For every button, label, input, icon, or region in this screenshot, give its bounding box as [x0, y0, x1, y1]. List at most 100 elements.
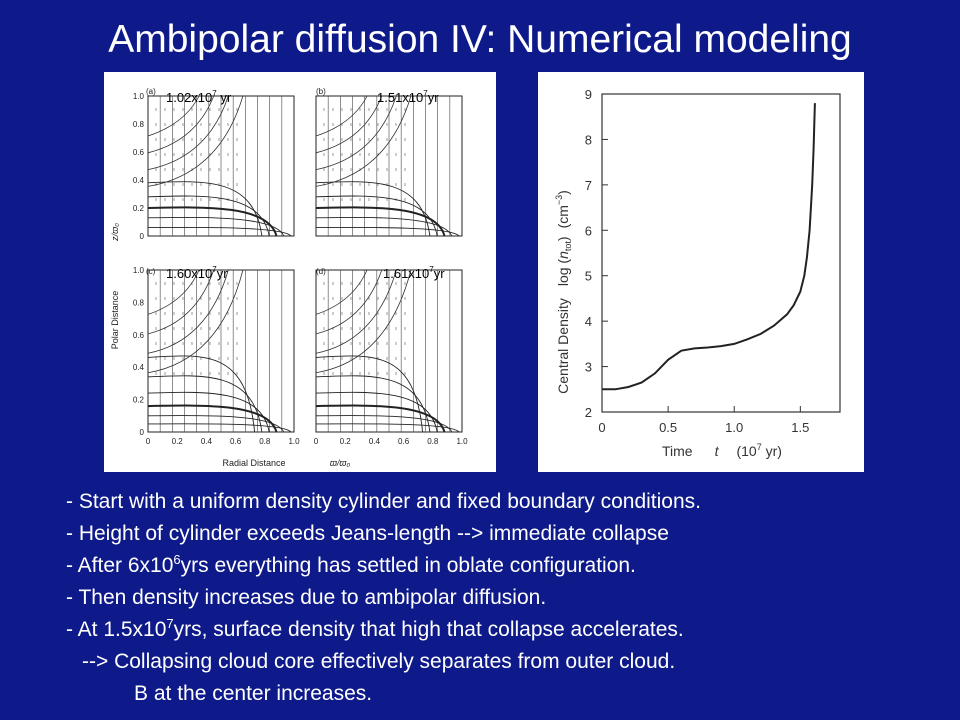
- upper-contour: [315, 269, 412, 374]
- y-tick-label: 0.4: [133, 176, 145, 185]
- density-contour: [147, 415, 285, 433]
- panel-c-plot: 0 0.2 0.4 0.6 0.8 1.0 0 0.2 0.4 0.6 0.8 1.0: [133, 266, 300, 446]
- x-tick-label: 1.0: [456, 437, 468, 446]
- y-tick-label: 1.0: [133, 266, 145, 275]
- upper-contour: [147, 95, 200, 137]
- central-density-chart: 0 0.5 1.0 1.5 2 3 4 5 6 7 8 9 Time t (107 yr) Central…: [538, 72, 864, 472]
- upper-contour: [147, 269, 200, 315]
- central-density-svg: 0 0.5 1.0 1.5 2 3 4 5 6 7 8 9 Time t (107 yr) Central…: [554, 87, 841, 459]
- x-tick-label: 0.6: [398, 437, 410, 446]
- panel-a-letter: (a): [146, 87, 156, 96]
- upper-contour: [147, 269, 215, 335]
- density-contour: [315, 404, 446, 433]
- x-tick-label: 0.4: [369, 437, 381, 446]
- density-contour: [147, 195, 270, 237]
- bullet-6: --> Collapsing cloud core effectively se…: [82, 650, 676, 673]
- y-tick-label: 2: [585, 405, 592, 420]
- y-tick-label: 0.6: [133, 148, 145, 157]
- density-contour: [147, 206, 278, 237]
- plot-frame: [601, 93, 841, 413]
- density-contour: [147, 355, 256, 433]
- bullet-list: - Start with a uniform density cylinder …: [66, 486, 701, 710]
- y-tick-label: 5: [585, 269, 592, 284]
- slide-title: Ambipolar diffusion IV: Numerical modeli…: [108, 18, 852, 61]
- bullet-7: B at the center increases.: [134, 682, 373, 705]
- x-tick-label: 0.5: [659, 420, 677, 435]
- upper-contour: [147, 95, 229, 170]
- panel-d-plot: 0 0.2 0.4 0.6 0.8 1.0: [314, 269, 468, 446]
- density-contour: [147, 391, 270, 433]
- y-tick-label: 0: [140, 232, 145, 241]
- x-tick-label: 1.0: [288, 437, 300, 446]
- panel-d-time: 1.61x107yr: [383, 265, 445, 281]
- y-tick-label: 1.0: [133, 92, 145, 101]
- radial-distance-label: Radial Distance: [222, 458, 285, 468]
- x-tick-label: 0.6: [230, 437, 242, 446]
- upper-contour: [315, 95, 368, 137]
- bullet-4: - Then density increases due to ambipola…: [66, 586, 547, 609]
- density-contour: [147, 226, 292, 237]
- density-contour: [315, 216, 453, 237]
- panel-b-time: 1.51x107yr: [377, 89, 439, 105]
- y-tick-label: 0.2: [133, 396, 145, 405]
- polar-distance-unit: z/ϖ₀: [110, 223, 120, 242]
- x-tick-label: 0.2: [340, 437, 352, 446]
- density-contour: [147, 216, 285, 237]
- y-tick-label: 0.8: [133, 298, 145, 307]
- x-tick-label: 0: [598, 420, 605, 435]
- panel-b-plot: [315, 95, 463, 237]
- upper-contour: [315, 269, 397, 354]
- polar-distance-label: Polar Distance: [110, 291, 120, 350]
- panel-c-letter: (c): [146, 267, 156, 276]
- panel-a-plot: 0 0.2 0.4 0.6 0.8 1.0: [133, 92, 295, 241]
- x-tick-label: 0: [314, 437, 319, 446]
- y-tick-label: 9: [585, 87, 592, 102]
- bullet-2: - Height of cylinder exceeds Jeans-lengt…: [66, 522, 669, 545]
- x-tick-label: 0.2: [172, 437, 184, 446]
- y-tick-label: 0.4: [133, 363, 145, 372]
- x-tick-label: 1.0: [725, 420, 743, 435]
- density-contour: [147, 375, 263, 433]
- contour-figure-svg: 00.20.40.60.81.00 0.2 0.4 0.6 0.8 1.000.20.40…: [110, 87, 468, 468]
- central-density-curve: [602, 103, 816, 391]
- upper-contour: [147, 269, 229, 354]
- density-contour: [315, 181, 431, 237]
- upper-contour: [147, 95, 215, 154]
- density-contour: [315, 423, 460, 433]
- upper-contour: [147, 269, 244, 374]
- y-tick-label: 0.2: [133, 204, 145, 213]
- upper-contour: [147, 95, 244, 187]
- y-tick-label: 6: [585, 223, 592, 238]
- y-tick-label: 7: [585, 178, 592, 193]
- density-axis-label: Central Densitylog (ntot)(cm−3): [554, 190, 573, 394]
- panel-d-letter: (d): [316, 267, 326, 276]
- y-tick-label: 4: [585, 314, 592, 329]
- upper-contour: [315, 269, 383, 335]
- contour-figure: 0 0.2 0.4 0.6 0.8 1.0 0 0.2 0.4 0.6 0.8 1.0 0 0.2 0.4 0…: [104, 72, 496, 472]
- density-contour: [315, 391, 438, 433]
- bullet-1: - Start with a uniform density cylinder …: [66, 490, 701, 513]
- x-tick-label: 0.8: [427, 437, 439, 446]
- upper-contour: [315, 95, 383, 154]
- y-tick-label: 3: [585, 360, 592, 375]
- panel-c-time: 1.60x107yr: [166, 265, 228, 281]
- bullet-5: - At 1.5x107yrs, surface density that hi…: [66, 616, 684, 641]
- upper-contour: [315, 95, 412, 187]
- bullet-3: - After 6x106yrs everything has settled …: [66, 552, 636, 577]
- density-contour: [315, 195, 438, 237]
- density-contour: [147, 181, 263, 237]
- panel-b-letter: (b): [316, 87, 326, 96]
- upper-contour: [315, 95, 397, 170]
- density-contour: [315, 375, 431, 433]
- y-tick-label: 8: [585, 132, 592, 147]
- density-contour: [315, 206, 446, 237]
- y-tick-label: 0.8: [133, 120, 145, 129]
- density-contour: [315, 226, 460, 237]
- density-contour: [147, 423, 292, 433]
- y-tick-label: 0.6: [133, 331, 145, 340]
- upper-contour: [315, 269, 368, 315]
- density-contour: [315, 355, 424, 433]
- panel-a-time: 1.02x107 yr: [166, 89, 232, 105]
- x-tick-label: 1.5: [791, 420, 809, 435]
- density-contour: [147, 404, 278, 433]
